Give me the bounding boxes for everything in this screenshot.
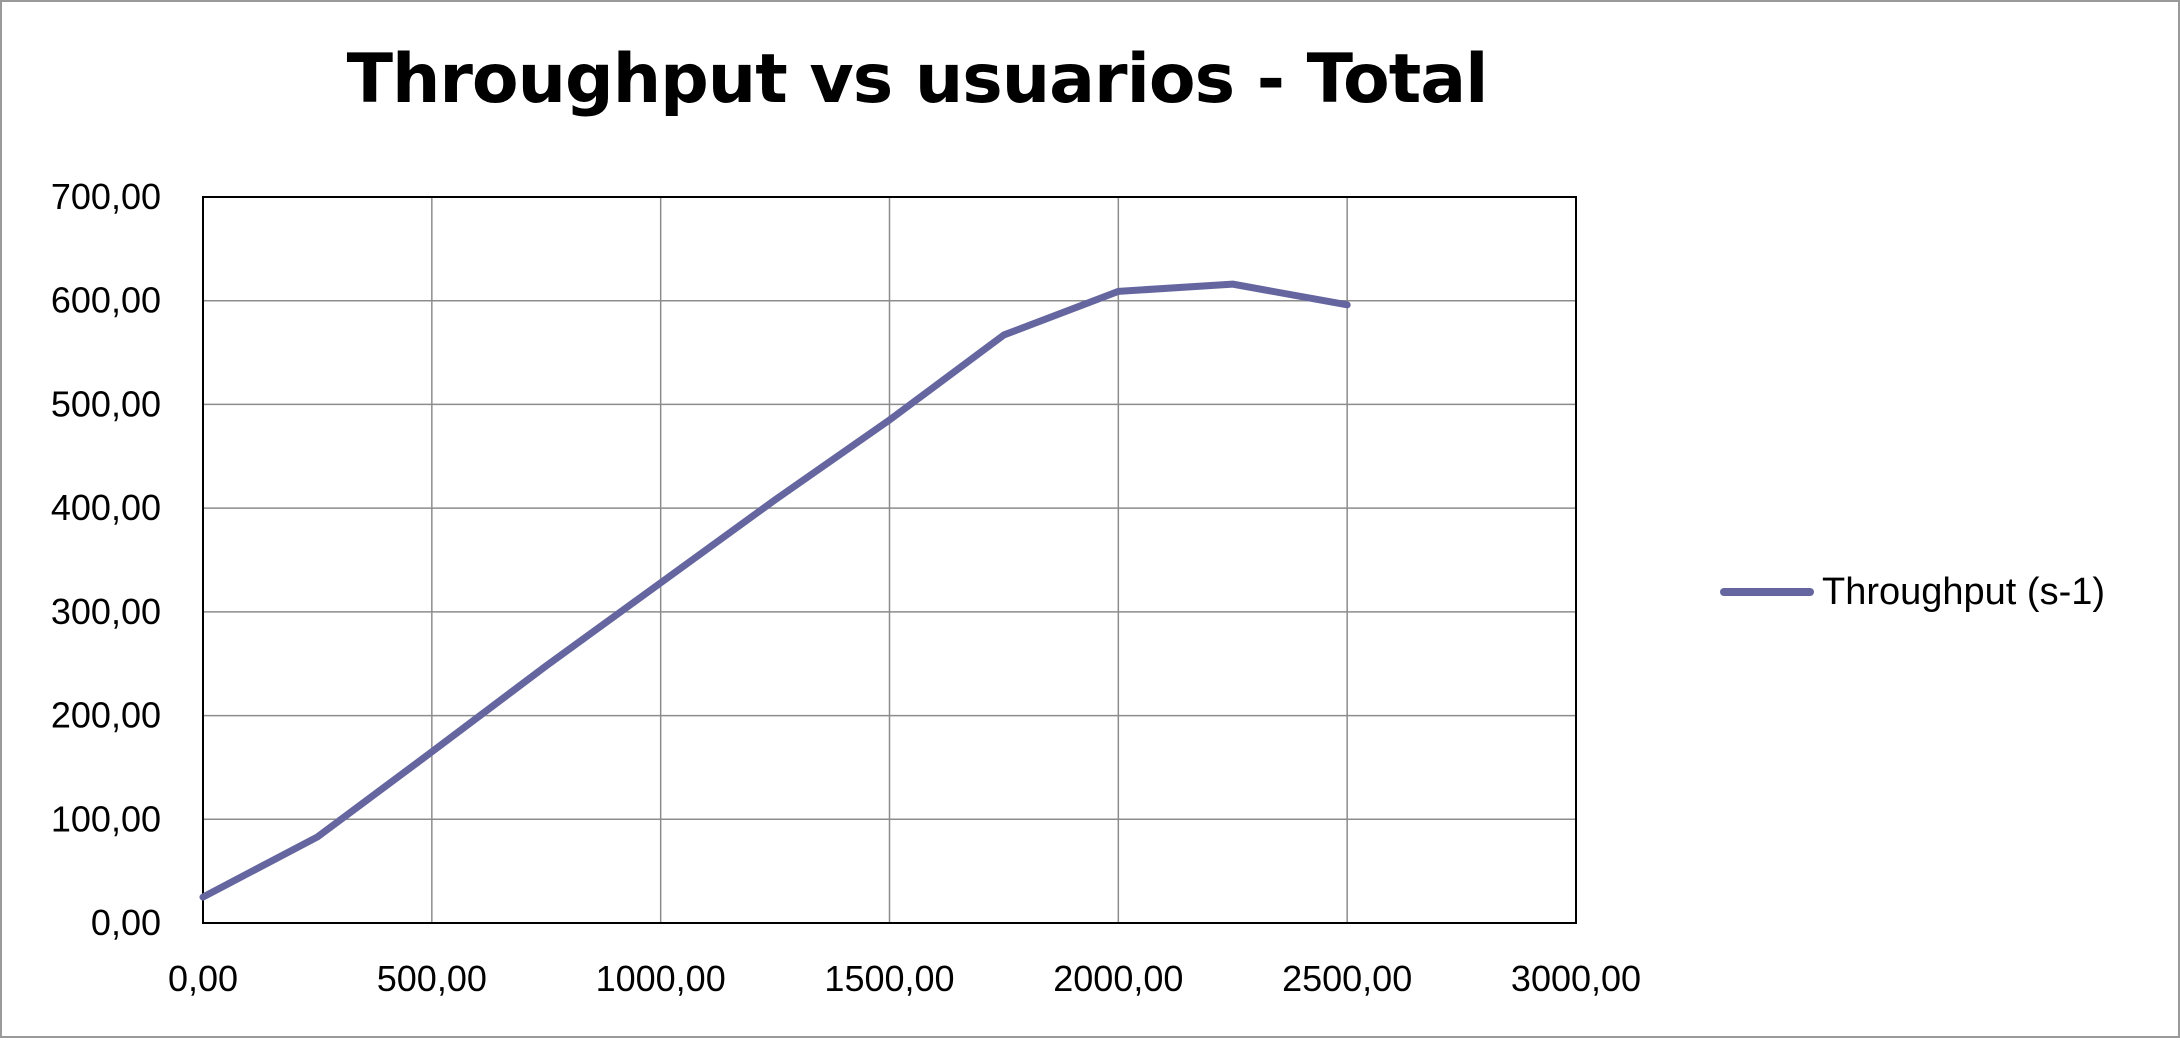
x-tick-label: 0,00 xyxy=(168,958,238,999)
y-tick-label: 0,00 xyxy=(91,902,161,943)
legend-label: Throughput (s-1) xyxy=(1822,570,2106,613)
chart-title: Throughput vs usuarios - Total xyxy=(346,40,1489,119)
x-tick-label: 3000,00 xyxy=(1511,958,1641,999)
x-tick-label: 2000,00 xyxy=(1053,958,1183,999)
legend: Throughput (s-1) xyxy=(1720,564,2105,620)
x-tick-label: 1000,00 xyxy=(596,958,726,999)
series-layer xyxy=(199,280,1351,901)
y-tick-label: 500,00 xyxy=(51,383,161,424)
y-tick-label: 400,00 xyxy=(51,487,161,528)
plot-area-border xyxy=(202,196,1577,924)
y-tick-label: 700,00 xyxy=(51,176,161,217)
x-tick-label: 2500,00 xyxy=(1282,958,1412,999)
x-tick-label: 1500,00 xyxy=(824,958,954,999)
x-axis-tick-labels: 0,00 500,00 1000,00 1500,00 2000,00 2500,00 30… xyxy=(168,958,1641,999)
x-tick-label: 500,00 xyxy=(377,958,487,999)
grid-lines xyxy=(203,197,1576,923)
y-axis-tick-labels: 0,00 100,00 200,00 300,00 400,00 500,00 600,00… xyxy=(51,176,161,943)
series-line xyxy=(199,280,1351,901)
y-tick-label: 200,00 xyxy=(51,695,161,736)
y-tick-label: 300,00 xyxy=(51,591,161,632)
y-tick-label: 100,00 xyxy=(51,798,161,839)
y-tick-label: 600,00 xyxy=(51,280,161,321)
legend-swatch xyxy=(1720,588,1814,596)
